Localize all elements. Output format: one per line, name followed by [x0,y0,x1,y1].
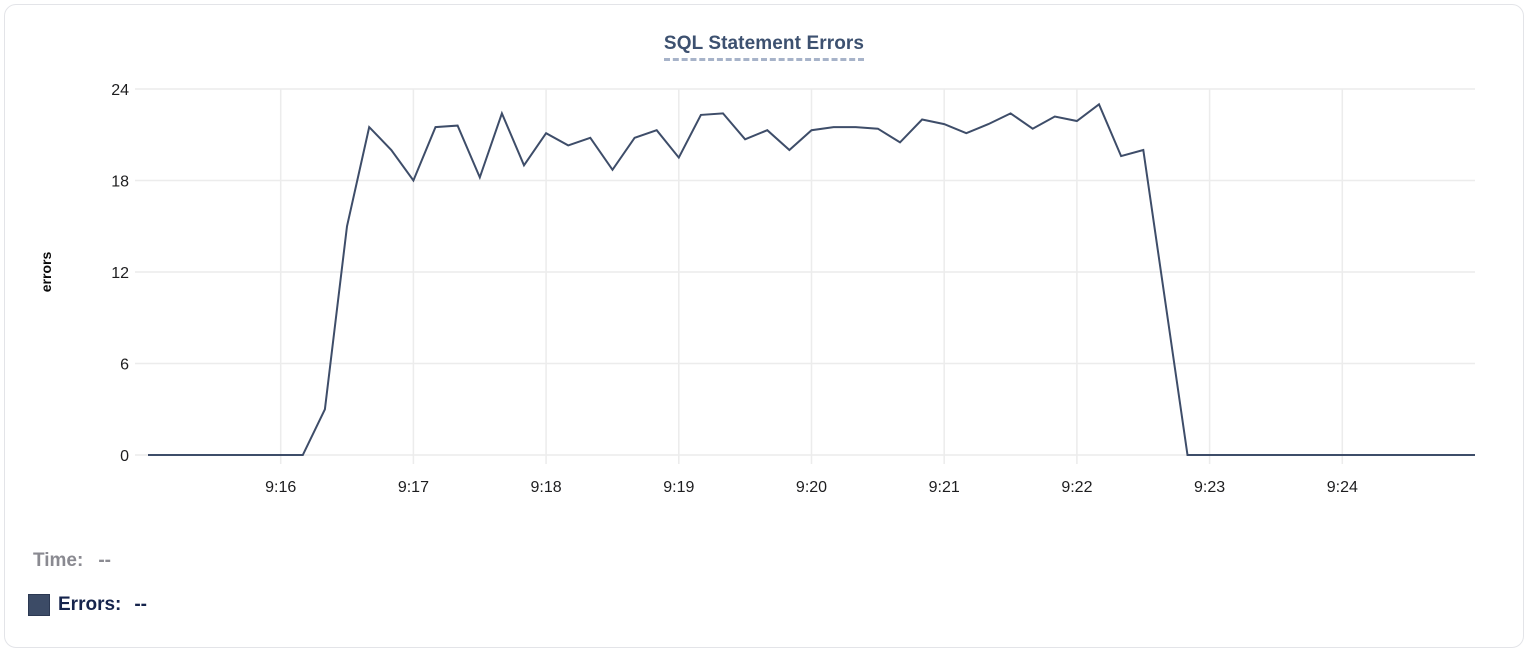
x-tick-label: 9:21 [929,479,960,496]
chart-card: SQL Statement Errors 0 6 12 18 24 9:16 9:17 9:1… [4,4,1524,648]
y-tick-label: 12 [111,265,129,282]
x-tick-label: 9:16 [265,479,296,496]
errors-series-line[interactable] [148,102,1475,456]
y-tick-label: 0 [120,448,129,465]
tooltip-time-row: Time: -- [33,550,111,572]
y-tick-label: 18 [111,174,129,191]
tooltip-time-label: Time: [33,550,84,571]
tooltip-errors-row: Errors: -- [28,594,147,616]
x-tick-label: 9:20 [796,479,827,496]
x-tick-label: 9:17 [398,479,429,496]
tooltip-errors-value: -- [134,594,148,615]
tooltip-errors-label: Errors: [58,594,122,615]
chart-title-row: SQL Statement Errors [5,33,1523,61]
x-tick-label: 9:22 [1061,479,1092,496]
x-tick-label: 9:18 [531,479,562,496]
chart-title[interactable]: SQL Statement Errors [663,33,865,61]
y-tick-label: 24 [111,82,129,99]
errors-series-swatch-icon [28,594,50,616]
x-tick-label: 9:23 [1194,479,1225,496]
tooltip-time-value: -- [98,550,111,571]
y-axis-label: errors [38,252,54,293]
y-tick-label: 6 [120,357,129,374]
x-tick-label: 9:24 [1327,479,1358,496]
errors-line-chart[interactable]: 0 6 12 18 24 9:16 9:17 9:18 9:19 9:20 9:21 9:22 9:23… [5,5,1528,515]
x-tick-label: 9:19 [663,479,694,496]
